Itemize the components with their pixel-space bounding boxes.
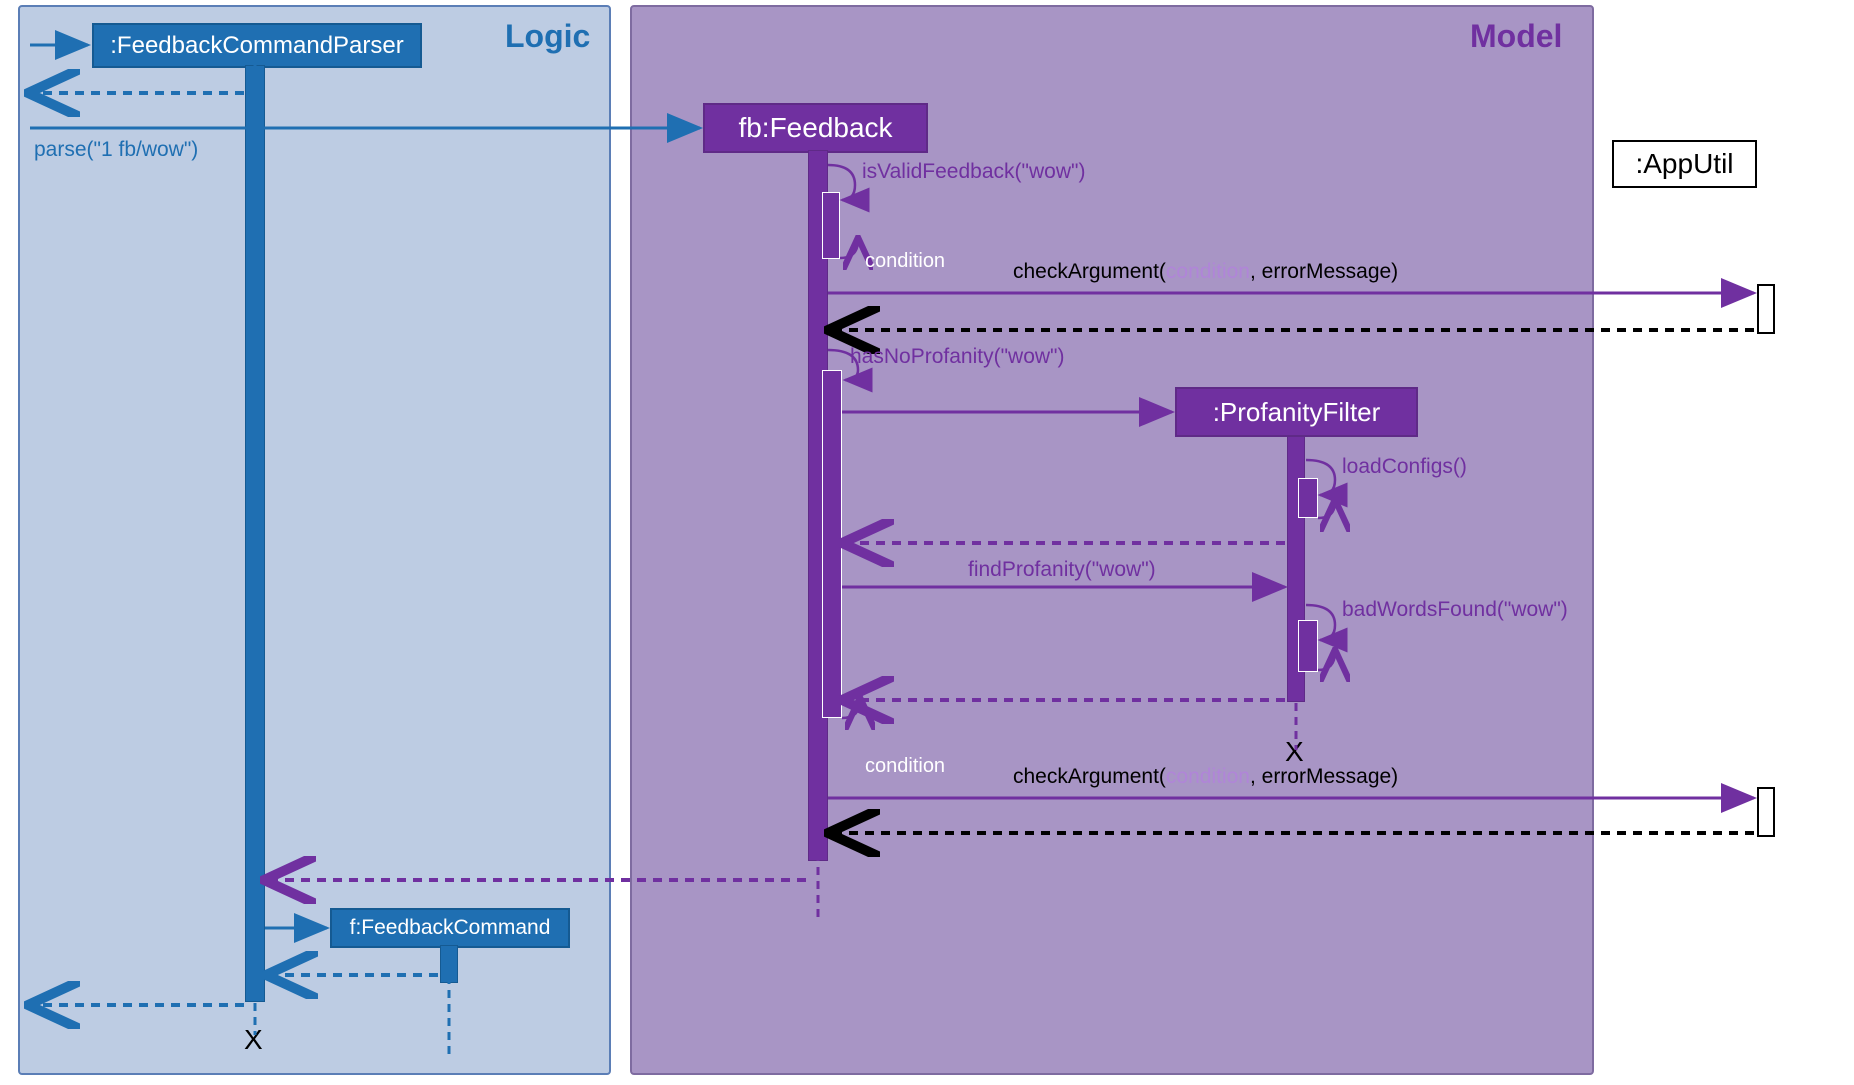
activation-profanity-load (1298, 478, 1318, 518)
lifeline-command-label: f:FeedbackCommand (350, 916, 551, 940)
lifeline-profanity-label: :ProfanityFilter (1213, 397, 1381, 428)
msg-checkarg-2: checkArgument(condition, errorMessage) (1013, 765, 1398, 789)
x-parser: X (244, 1024, 263, 1056)
msg-hasnoprof: hasNoProfanity("wow") (850, 345, 1064, 369)
sequence-diagram-canvas: Logic Model :AppUtil :FeedbackCommandPar… (0, 0, 1854, 1085)
frame-model-label: Model (1470, 18, 1562, 55)
activation-feedback-hasnoprof (822, 370, 842, 718)
msg-checkarg-1-suffix: , errorMessage) (1250, 260, 1398, 283)
msg-parse: parse("1 fb/wow") (34, 138, 198, 162)
msg-checkarg-1: checkArgument(condition, errorMessage) (1013, 260, 1398, 284)
msg-isvalid: isValidFeedback("wow") (862, 160, 1085, 184)
lifeline-apputil: :AppUtil (1612, 140, 1757, 188)
lifeline-parser-label: :FeedbackCommandParser (110, 32, 403, 60)
msg-checkarg-1-hl: condition (1166, 260, 1250, 283)
frame-model (630, 5, 1594, 1075)
msg-checkarg-2-suffix: , errorMessage) (1250, 765, 1398, 788)
frame-logic-label: Logic (505, 18, 590, 55)
msg-findprofanity: findProfanity("wow") (968, 558, 1156, 582)
lifeline-feedback-label: fb:Feedback (738, 112, 892, 144)
msg-condition-2: condition (865, 755, 945, 778)
msg-badwords: badWordsFound("wow") (1342, 598, 1568, 622)
activation-profanity-bad (1298, 620, 1318, 672)
msg-loadconfigs: loadConfigs() (1342, 455, 1467, 479)
msg-checkarg-2-hl: condition (1166, 765, 1250, 788)
activation-apputil-2 (1757, 787, 1775, 837)
msg-checkarg-2-prefix: checkArgument( (1013, 765, 1166, 788)
msg-checkarg-1-prefix: checkArgument( (1013, 260, 1166, 283)
lifeline-parser: :FeedbackCommandParser (92, 23, 422, 68)
lifeline-feedback: fb:Feedback (703, 103, 928, 153)
msg-condition-1: condition (865, 250, 945, 273)
lifeline-profanity: :ProfanityFilter (1175, 387, 1418, 437)
activation-command (440, 945, 458, 983)
lifeline-apputil-label: :AppUtil (1635, 148, 1733, 180)
x-profanity: X (1285, 736, 1304, 768)
activation-parser (245, 65, 265, 1002)
activation-feedback-isvalid (822, 192, 840, 259)
lifeline-command: f:FeedbackCommand (330, 908, 570, 948)
activation-apputil-1 (1757, 284, 1775, 334)
